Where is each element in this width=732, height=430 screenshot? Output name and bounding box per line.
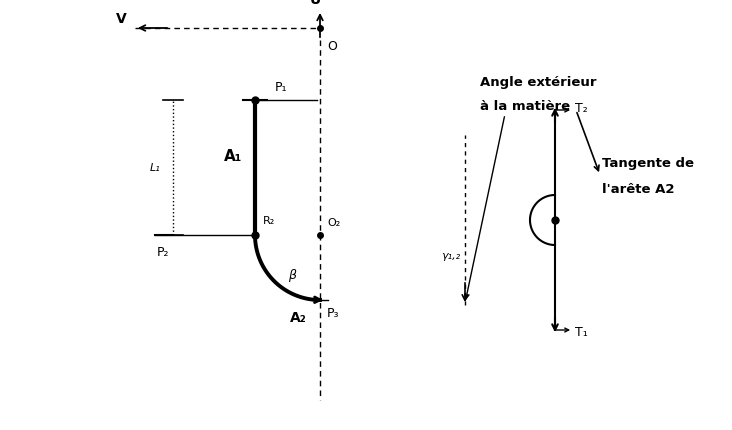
Text: T₂: T₂	[575, 102, 588, 115]
Text: O₂: O₂	[327, 218, 340, 227]
Text: R₂: R₂	[263, 215, 275, 225]
Text: V: V	[116, 12, 127, 26]
Text: P₁: P₁	[274, 81, 287, 94]
Text: U: U	[310, 0, 321, 7]
Text: P₂: P₂	[157, 246, 170, 258]
Text: L₁: L₁	[149, 163, 160, 173]
Text: A₁: A₁	[224, 149, 242, 164]
Text: A₂: A₂	[290, 310, 307, 324]
Text: Angle extérieur: Angle extérieur	[480, 76, 597, 89]
Text: γ₁,₂: γ₁,₂	[441, 250, 460, 261]
Text: T₁: T₁	[575, 326, 588, 339]
Text: l'arête A2: l'arête A2	[602, 183, 674, 196]
Text: P₃: P₃	[327, 306, 340, 319]
Text: à la matière: à la matière	[480, 100, 570, 113]
Text: β: β	[288, 269, 296, 282]
Text: Tangente de: Tangente de	[602, 157, 694, 169]
Text: O: O	[327, 40, 337, 53]
